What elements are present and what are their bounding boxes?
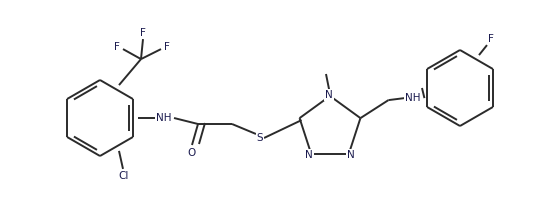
Text: N: N — [305, 150, 313, 160]
Text: NH: NH — [156, 113, 172, 123]
Text: F: F — [140, 28, 146, 38]
Text: N: N — [347, 150, 354, 160]
Text: Cl: Cl — [119, 171, 129, 181]
Text: F: F — [164, 42, 170, 52]
Text: O: O — [188, 148, 196, 158]
Text: F: F — [114, 42, 120, 52]
Text: N: N — [325, 90, 333, 100]
Text: F: F — [488, 34, 494, 44]
Text: NH: NH — [405, 93, 420, 103]
Text: S: S — [257, 133, 263, 143]
